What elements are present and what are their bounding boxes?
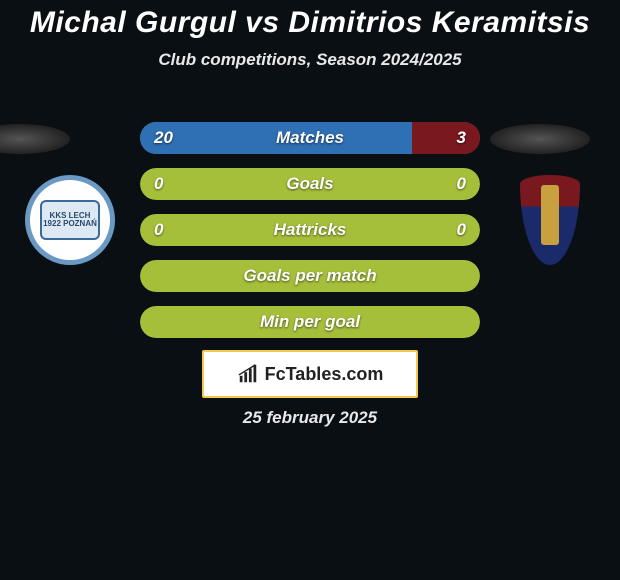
stat-row: Goals per match bbox=[140, 260, 480, 292]
subtitle: Club competitions, Season 2024/2025 bbox=[0, 50, 620, 70]
stat-fill-right bbox=[412, 122, 480, 154]
stat-row: Min per goal bbox=[140, 306, 480, 338]
lech-poznan-badge-text: KKS LECH 1922 POZNAŃ bbox=[40, 200, 100, 240]
pogon-badge bbox=[520, 175, 580, 265]
stat-label: Matches bbox=[276, 128, 344, 148]
right-logo-shadow bbox=[490, 124, 590, 154]
brand-badge: FcTables.com bbox=[202, 350, 418, 398]
stat-row: 0 0 Hattricks bbox=[140, 214, 480, 246]
stat-value-right: 3 bbox=[457, 128, 466, 148]
stat-row: 20 3 Matches bbox=[140, 122, 480, 154]
left-logo-shadow bbox=[0, 124, 70, 154]
stat-value-left: 20 bbox=[154, 128, 173, 148]
stats-bars: 20 3 Matches 0 0 Goals 0 0 Hattricks Goals per ma… bbox=[140, 122, 480, 352]
page-title: Michal Gurgul vs Dimitrios Keramitsis bbox=[0, 0, 620, 40]
stat-label: Hattricks bbox=[274, 220, 347, 240]
brand-text: FcTables.com bbox=[265, 364, 384, 385]
stat-label: Goals bbox=[286, 174, 333, 194]
bar-chart-icon bbox=[237, 363, 259, 385]
stat-row: 0 0 Goals bbox=[140, 168, 480, 200]
stat-value-left: 0 bbox=[154, 174, 163, 194]
stat-value-left: 0 bbox=[154, 220, 163, 240]
right-club-logo bbox=[500, 170, 600, 270]
lech-poznan-badge: KKS LECH 1922 POZNAŃ bbox=[25, 175, 115, 265]
left-club-logo: KKS LECH 1922 POZNAŃ bbox=[20, 170, 120, 270]
stat-label: Min per goal bbox=[260, 312, 360, 332]
stat-label: Goals per match bbox=[243, 266, 376, 286]
stat-value-right: 0 bbox=[457, 174, 466, 194]
stat-value-right: 0 bbox=[457, 220, 466, 240]
date-text: 25 february 2025 bbox=[0, 408, 620, 428]
